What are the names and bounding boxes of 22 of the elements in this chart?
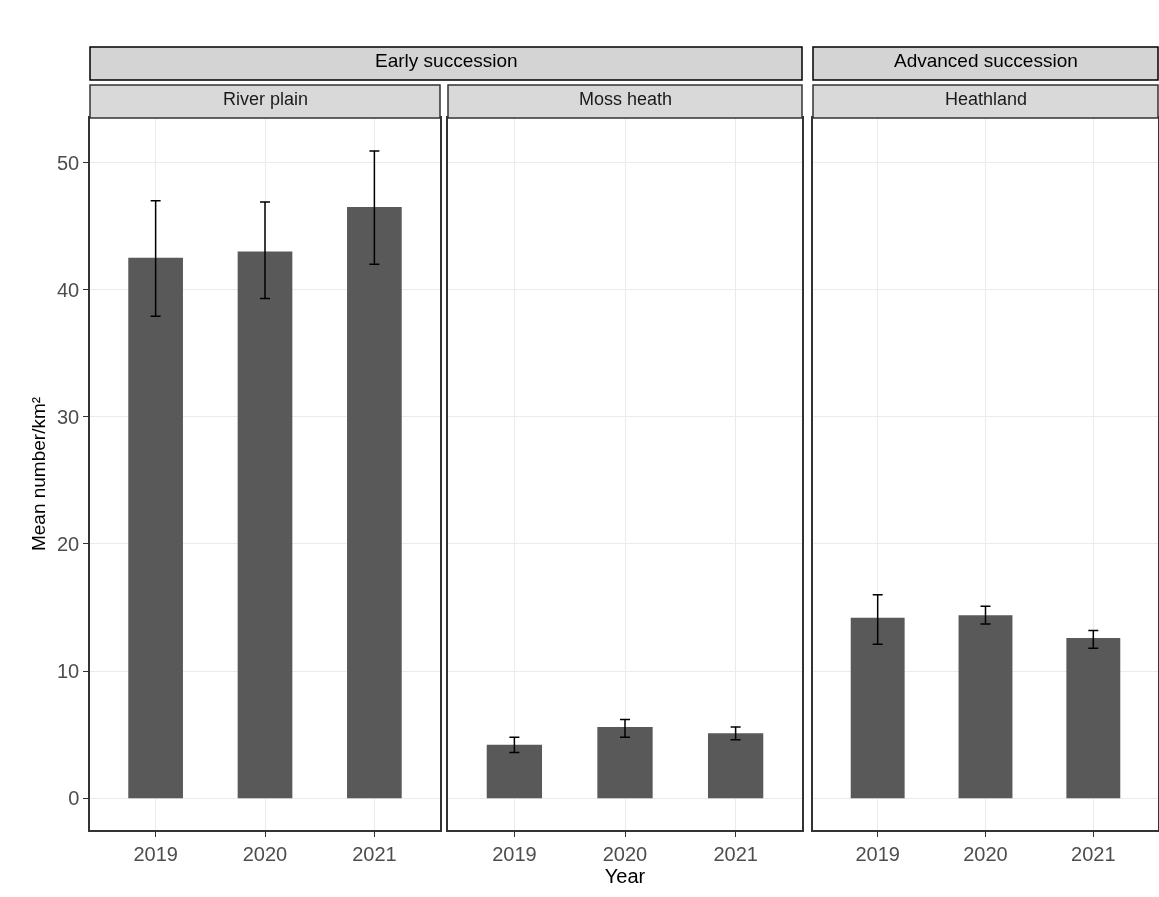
y-axis-title: Mean number/km² bbox=[28, 396, 50, 552]
text: Advanced succession bbox=[894, 50, 1078, 71]
y-tick-label: 20 bbox=[57, 532, 80, 555]
x-tick-label: 2021 bbox=[1071, 842, 1116, 865]
x-tick-label: 2021 bbox=[713, 842, 758, 865]
x-tick-label: 2020 bbox=[963, 842, 1008, 865]
chart-title: Moss heath bbox=[579, 89, 673, 109]
chart-title: Heathland bbox=[945, 89, 1028, 109]
x-tick-label: 2021 bbox=[352, 842, 397, 865]
y-tick-label: 30 bbox=[57, 405, 80, 428]
text: Early succession bbox=[375, 50, 518, 71]
y-tick-label: 10 bbox=[57, 660, 80, 683]
x-tick-label: 2020 bbox=[602, 842, 648, 865]
x-tick-label: 2019 bbox=[492, 842, 537, 865]
x-tick-label: 2019 bbox=[133, 842, 178, 865]
x-tick-label: 2019 bbox=[855, 842, 900, 865]
y-tick-label: 0 bbox=[68, 787, 80, 810]
y-tick-label: 50 bbox=[57, 151, 80, 174]
x-axis-title: Year bbox=[604, 864, 646, 887]
chart-title: River plain bbox=[223, 89, 309, 109]
x-tick-label: 2020 bbox=[242, 842, 288, 865]
y-tick-label: 40 bbox=[57, 278, 80, 301]
